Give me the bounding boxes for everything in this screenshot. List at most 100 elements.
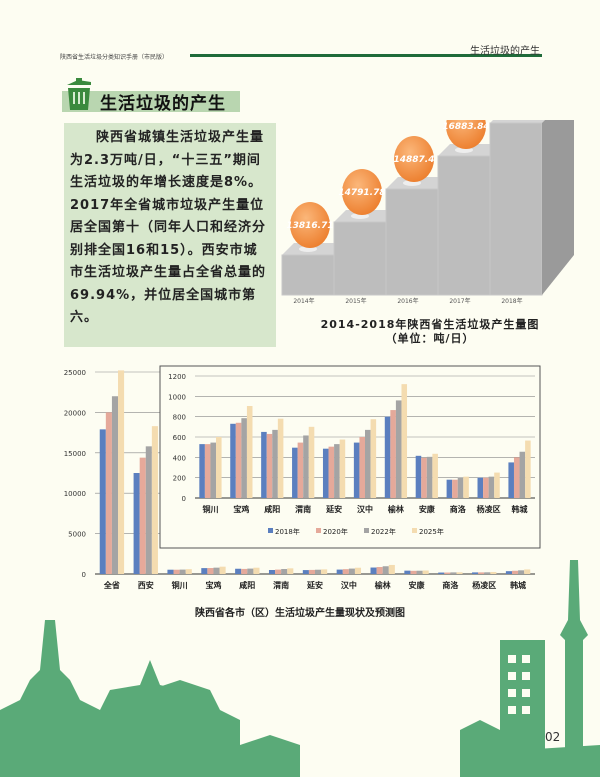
x-tick-label: 全省 (103, 580, 120, 590)
x-tick-label: 韩城 (510, 580, 526, 590)
value-label: 14791.78 (338, 188, 385, 198)
x-tick-label: 汉中 (341, 580, 357, 590)
bar-2018年-渭南 (268, 570, 276, 574)
bar-2020年-汉中 (359, 437, 365, 498)
year-label: 2014年 (293, 297, 314, 305)
bar-2020年-榆林 (376, 567, 383, 574)
x-tick-label: 咸阳 (264, 504, 280, 514)
bar-2020年-西安 (139, 457, 146, 574)
bar-2022年-榆林 (382, 566, 389, 574)
bar-2018年-延安 (322, 448, 329, 498)
bar-2018年-西安 (133, 473, 140, 574)
bar-2020年-铜川 (173, 569, 180, 574)
bar-2025年-渭南 (287, 568, 294, 574)
y-tick-label: 800 (173, 414, 186, 422)
chapter-title: 生活垃圾的产生 (470, 46, 540, 57)
x-tick-label: 安康 (419, 504, 436, 514)
bar-2025年-韩城 (525, 440, 531, 498)
x-tick-label: 宝鸡 (205, 580, 221, 590)
bar-2025年-宝鸡 (246, 405, 253, 498)
bar-2025年-铜川 (216, 437, 222, 498)
bar-2018年-宝鸡 (230, 423, 236, 498)
year-label: 2015年 (345, 297, 366, 305)
bar-2025年-榆林 (401, 384, 408, 498)
bar-2025年-韩城 (524, 569, 531, 574)
x-tick-label: 咸阳 (239, 580, 255, 590)
city-skyline-illustration (0, 560, 600, 777)
bar-2025年-宝鸡 (219, 566, 226, 574)
bar-2025年-渭南 (308, 426, 315, 498)
legend-swatch (364, 528, 369, 533)
bar-2022年-商洛 (450, 572, 457, 574)
bar-2018年-汉中 (336, 569, 343, 574)
main-chart-caption: 陕西省各市（区）生活垃圾产生量现状及预测图 (195, 608, 405, 619)
bar-2020年-渭南 (275, 569, 282, 574)
bar-2018年-汉中 (353, 442, 360, 498)
x-tick-label: 商洛 (450, 504, 467, 514)
value-bubble (394, 136, 434, 182)
bar-2022年-韩城 (519, 451, 526, 498)
y-tick-label: 20000 (64, 409, 86, 417)
bar-2025年-榆林 (388, 564, 395, 574)
intro-paragraph: 陕西省城镇生活垃圾产生量为2.3万吨/日，“十三五”期间生活垃圾的年增长速度是8… (64, 123, 276, 347)
legend-label: 2022年 (371, 527, 396, 536)
bar-2025年-全省 (118, 370, 125, 574)
bar-2018年-榆林 (384, 416, 391, 498)
bar-2018年-韩城 (508, 462, 514, 498)
bar-2025年-咸阳 (277, 418, 284, 498)
inset-chart: 0 200 400 600 800 1000 1200 铜川 宝鸡 咸阳 渭南 延安 汉中 榆林 安康 商洛杨… (159, 365, 541, 549)
y-tick-label: 200 (173, 475, 186, 483)
trash-can-icon (67, 78, 91, 110)
x-tick-label: 铜川 (202, 504, 218, 514)
y-tick-label: 1000 (168, 393, 186, 401)
x-tick-label: 韩城 (512, 504, 528, 514)
bar-2025年-西安 (151, 426, 158, 574)
stair-side (542, 120, 574, 295)
bar-2022年-宝鸡 (241, 418, 247, 498)
bar-2020年-宝鸡 (235, 422, 242, 498)
chart-subtitle: （单位：吨/日） (385, 332, 475, 345)
bar-2018年-铜川 (167, 569, 174, 574)
bar-2025年-杨凌区 (490, 571, 497, 574)
bar-2020年-商洛 (452, 479, 458, 498)
section-title: 生活垃圾的产生 (100, 94, 226, 114)
value-bubble (290, 202, 330, 248)
bar-2025年-安康 (422, 570, 429, 574)
legend-swatch (316, 528, 321, 533)
bar-2018年-商洛 (446, 479, 453, 498)
bar-2018年-安康 (404, 570, 411, 574)
bar-2022年-延安 (334, 444, 340, 498)
bar-2018年-铜川 (199, 444, 205, 498)
legend-label: 2025年 (419, 527, 444, 536)
bar-2018年-咸阳 (235, 568, 242, 574)
x-tick-label: 安康 (409, 580, 426, 590)
bar-2018年-韩城 (505, 571, 512, 574)
bar-2022年-商洛 (457, 477, 464, 498)
staircase-chart-title: 2014-2018年陕西省生活垃圾产生量图 （单位：吨/日） (280, 318, 580, 346)
bar-2022年-咸阳 (272, 429, 278, 498)
bar-2022年-全省 (111, 396, 119, 574)
bar-2020年-杨凌区 (478, 572, 485, 574)
bar-2025年-安康 (432, 453, 438, 498)
bar-2020年-全省 (105, 412, 112, 574)
value-label: 16883.84 (442, 122, 489, 132)
year-label: 2017年 (449, 297, 470, 305)
bar-2020年-铜川 (204, 444, 211, 498)
y-tick-label: 0 (182, 495, 186, 503)
bar-2025年-延安 (339, 439, 346, 498)
bar-2020年-咸阳 (266, 433, 273, 498)
bar-2020年-延安 (328, 446, 335, 498)
value-label: 14887.4 (394, 155, 435, 165)
y-tick-label: 1200 (168, 373, 186, 381)
stair-step (385, 188, 439, 296)
bar-2025年-铜川 (185, 569, 192, 574)
stair-step (333, 221, 387, 296)
bar-2025年-杨凌区 (494, 472, 500, 498)
x-tick-label: 商洛 (442, 580, 459, 590)
legend-swatch (268, 528, 273, 533)
x-tick-label: 汉中 (357, 504, 373, 514)
bar-2020年-杨凌区 (483, 477, 489, 498)
bar-2020年-安康 (410, 570, 417, 574)
bar-2022年-宝鸡 (213, 567, 220, 574)
bar-2018年-渭南 (292, 447, 298, 498)
